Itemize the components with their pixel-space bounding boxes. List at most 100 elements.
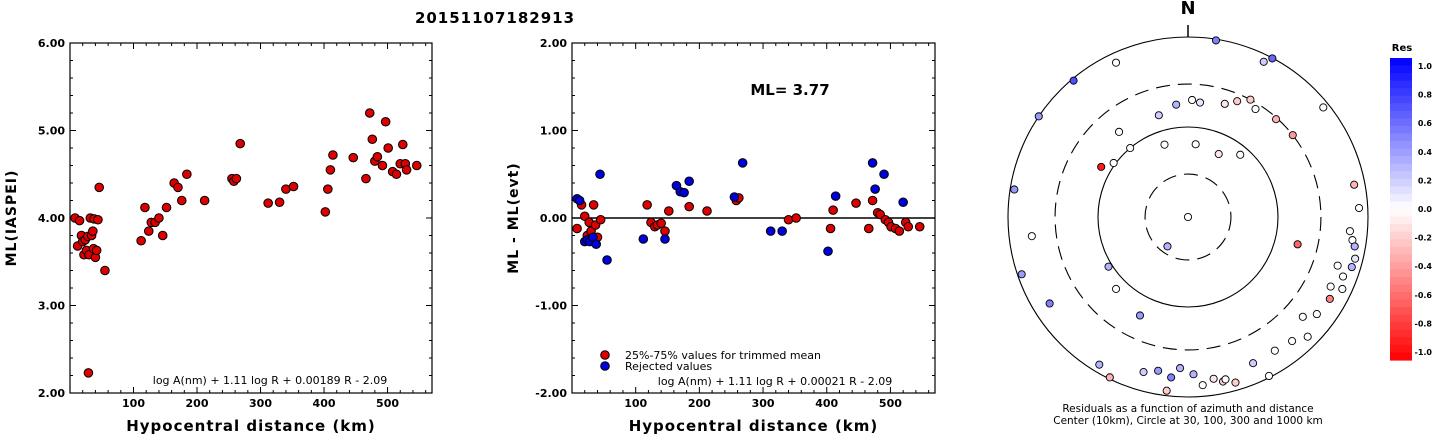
data-point [656,218,666,229]
data-point [199,195,210,206]
station-residual-point [1351,254,1360,263]
station-residual-point [1272,115,1281,124]
station-residual-point [1172,100,1181,109]
x-axis-label: Hypocentral distance (km) [629,417,879,435]
data-point [660,234,670,244]
colorbar-segment [1390,307,1412,316]
colorbar-tick-label: 0.4 [1418,148,1433,157]
data-point [328,150,338,160]
station-residual-point [1104,262,1113,271]
station-residual-point [1214,150,1223,159]
colorbar-segment [1390,322,1412,331]
x-tick-label: 400 [313,397,336,410]
distance-ring-300km [1054,83,1322,351]
y-tick-label: -2.00 [535,387,567,400]
station-residual-point [1027,232,1036,241]
data-point [325,165,336,175]
colorbar-segment [1390,246,1412,255]
station-residual-point [1264,371,1274,381]
colorbar-segment [1390,88,1412,97]
data-point [737,158,748,168]
colorbar-segment [1390,186,1412,195]
colorbar-segment [1390,193,1412,203]
legend-label: 25%-75% values for trimmed mean [625,349,821,362]
data-point [588,200,599,210]
data-point [729,192,740,202]
data-point [660,226,670,236]
data-point [679,187,689,198]
data-point [176,195,187,206]
station-residual-point [1345,227,1354,236]
data-point [642,200,652,210]
station-residual-point [1350,242,1359,251]
data-point [783,214,794,225]
colorbar-segment [1390,133,1412,142]
x-tick-label: 200 [186,397,209,410]
colorbar-segment [1390,201,1412,210]
data-point [367,134,378,145]
station-residual-point [1034,112,1043,121]
data-point [870,184,880,194]
x-tick-label: 400 [815,397,838,410]
colorbar-tick-label: -0.6 [1415,291,1433,300]
legend-label: Rejected values [625,360,712,373]
data-point [591,239,602,250]
y-tick-label: 2.00 [38,387,65,400]
data-point [791,213,801,223]
data-point [867,158,878,168]
data-point [263,198,273,208]
station-residual-point [1347,263,1356,272]
data-point [777,226,787,236]
data-point [364,108,375,118]
colorbar-segment [1390,148,1412,157]
station-residual-point [1198,381,1207,390]
data-point [914,221,925,232]
data-point [235,138,246,149]
polar-caption-line1: Residuals as a function of azimuth and d… [1062,403,1313,415]
data-point [684,176,694,187]
data-point [867,195,878,206]
data-point [391,169,402,180]
colorbar-segment [1390,292,1412,301]
colorbar-segment [1390,125,1412,135]
data-point [664,206,674,216]
data-point [94,182,105,193]
colorbar-title: Res [1392,43,1412,54]
data-point [595,214,606,225]
data-point [830,191,841,201]
colorbar-segment [1390,216,1412,225]
station-residual-point [1109,158,1118,168]
data-point [765,226,776,236]
data-point [638,234,649,244]
data-point [93,214,103,225]
ml-vs-distance-chart: 100 200 300 400 500 2.00 3.00 4.00 5.00 6.00 Hypoc… [4,37,433,435]
data-point [348,152,359,163]
colorbar-segment [1390,239,1412,248]
data-point [182,169,192,180]
data-point [136,235,146,246]
station-residual-point [1259,57,1268,66]
station-residual-point [1114,127,1124,136]
data-point [863,223,874,234]
station-residual-point [1354,203,1364,213]
station-residual-point [1298,312,1307,321]
y-axis-label: ML(IASPEI) [4,170,20,267]
colorbar-segment [1390,344,1412,354]
colorbar-segment [1390,352,1412,361]
colorbar-segment [1390,284,1412,293]
station-residual-point [1126,144,1135,153]
data-point [274,197,285,208]
station-residual-point [1135,311,1145,320]
legend-marker [600,361,610,371]
colorbar-segment [1390,261,1412,270]
colorbar-segment [1390,276,1412,286]
plot-frame [69,42,433,394]
station-residual-point [1045,299,1054,308]
data-point [397,139,408,150]
data-point [74,215,85,226]
station-residual-point [1189,370,1198,379]
colorbar-segment [1390,209,1412,218]
data-point [684,201,694,212]
station-residual-point [1139,368,1148,377]
